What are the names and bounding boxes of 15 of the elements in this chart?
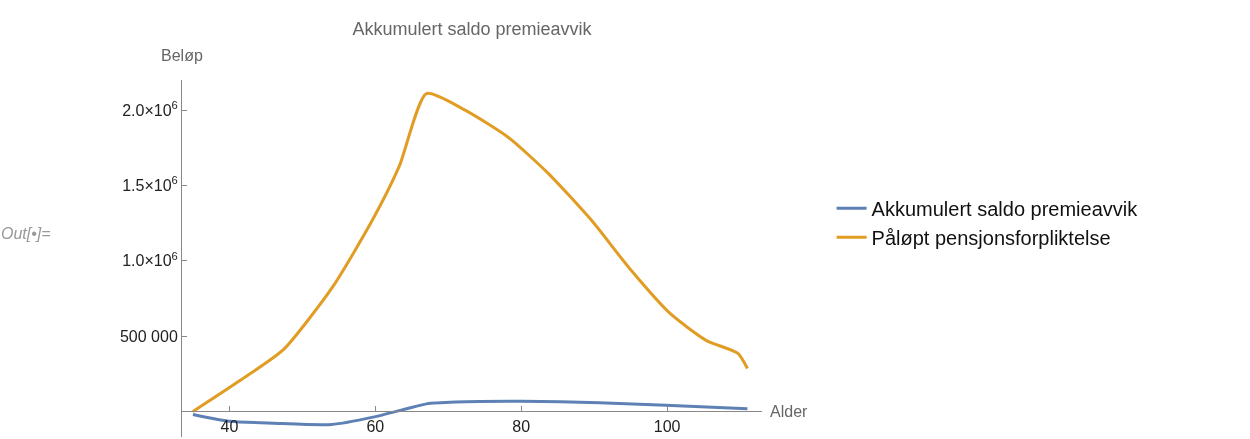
y-tick-label: 1.5×10$^{6}$ — [122, 174, 178, 195]
y-tick-label: 2.0×10$^{6}$ — [122, 99, 178, 119]
chart-title: Akkumulert saldo premieavvik — [352, 18, 593, 39]
legend-label: Påløpt pensjonsforpliktelse — [871, 227, 1111, 250]
x-tick-label: 40 — [220, 417, 239, 435]
x-tick-label: 60 — [366, 417, 385, 435]
x-tick-label: 80 — [512, 417, 531, 435]
line-series — [191, 92, 749, 413]
text: Out[•]= — [1, 225, 51, 242]
x-tick-label: 100 — [653, 417, 681, 435]
legend-label: Akkumulert saldo premieavvik — [871, 198, 1139, 221]
x-axis-title: Alder — [770, 403, 809, 420]
y-axis-title: Beløp — [161, 47, 203, 64]
y-tick-label: 500 000 — [119, 327, 178, 345]
y-tick-label: 1.0×10$^{6}$ — [122, 249, 178, 270]
